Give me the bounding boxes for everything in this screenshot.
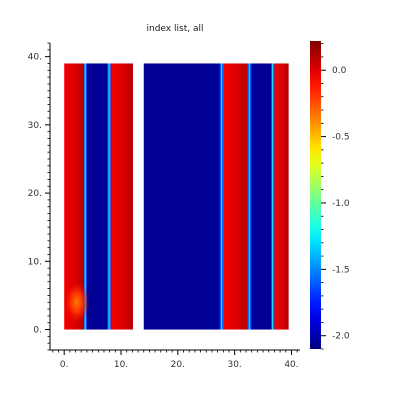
chart-title: index list, all bbox=[147, 24, 204, 34]
colorbar-tick-label-3: -1.5 bbox=[332, 265, 350, 275]
colorbar: 0.0 -0.5 -1.0 -1.5 -2.0 bbox=[310, 41, 350, 350]
x-tick-label-4: 40. bbox=[284, 360, 298, 370]
x-tick-label-0: 0. bbox=[60, 360, 69, 370]
heatmap-hotspot bbox=[63, 280, 90, 325]
heatmap-region-2 bbox=[86, 63, 108, 330]
colorbar-tick-label-1: -0.5 bbox=[332, 133, 350, 143]
heatmap-region-1 bbox=[83, 63, 87, 330]
heatmap-region-10 bbox=[271, 63, 275, 330]
y-tick-label-2: 20. bbox=[28, 189, 42, 199]
colorbar-tick-label-0: 0.0 bbox=[332, 66, 347, 76]
colorbar-tick-label-2: -1.0 bbox=[332, 199, 350, 209]
colorbar-gradient bbox=[310, 41, 321, 349]
heatmap-region-9 bbox=[251, 63, 272, 330]
heatmap-region-7 bbox=[223, 63, 248, 330]
plot-area bbox=[63, 63, 289, 330]
heatmap-region-5 bbox=[143, 63, 220, 330]
heatmap-region-11 bbox=[274, 63, 289, 330]
axes: 0. 10. 20. 30. 40. 0. 10. 20. 30. 40. bbox=[28, 42, 300, 370]
x-tick-label-1: 10. bbox=[114, 360, 128, 370]
heatmap-region-8 bbox=[247, 63, 252, 330]
y-tick-label-1: 10. bbox=[28, 257, 42, 267]
heatmap-region-6 bbox=[219, 63, 224, 330]
x-tick-label-3: 30. bbox=[227, 360, 241, 370]
y-tick-label-3: 30. bbox=[28, 121, 42, 131]
colorbar-tick-label-4: -2.0 bbox=[332, 332, 350, 342]
y-tick-label-4: 40. bbox=[28, 53, 42, 63]
heatmap-region-3 bbox=[107, 63, 111, 330]
y-tick-label-0: 0. bbox=[33, 326, 42, 336]
heatmap-region-0 bbox=[64, 63, 84, 330]
x-tick-label-2: 20. bbox=[171, 360, 185, 370]
heatmap-region-4 bbox=[110, 63, 133, 330]
